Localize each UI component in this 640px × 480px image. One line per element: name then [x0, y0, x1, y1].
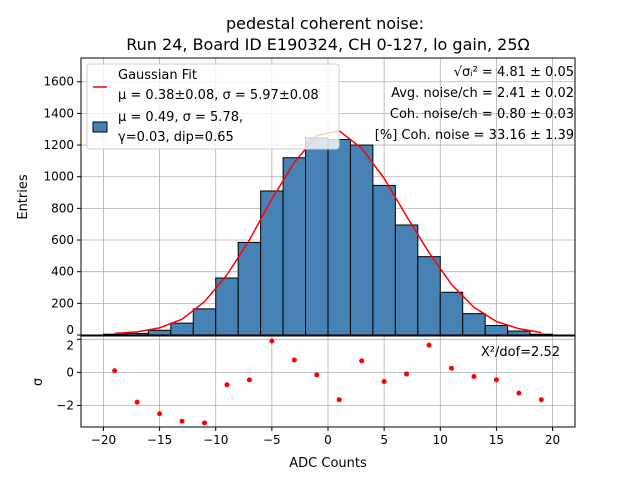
legend-hist-swatch	[92, 121, 108, 133]
residual-point	[246, 377, 252, 383]
histogram-bar	[327, 139, 351, 336]
residual-point	[157, 411, 163, 417]
y-tick-label: 1400	[43, 106, 74, 120]
x-tick-label: 10	[433, 433, 448, 447]
y-tick-label: −2	[56, 398, 74, 412]
histogram-bar	[462, 313, 486, 336]
histogram-bar	[237, 241, 262, 336]
y-tick-label: 400	[51, 265, 74, 279]
y-axis-label: Entries	[16, 174, 31, 220]
residual-point	[404, 371, 410, 377]
x-tick-label: −10	[203, 433, 228, 447]
residual-point	[538, 397, 544, 403]
chart-title: pedestal coherent noise:	[226, 14, 424, 33]
residual-point	[314, 372, 320, 378]
histogram-bar	[349, 144, 374, 336]
residual-point	[269, 338, 275, 344]
histogram-bar	[484, 325, 509, 336]
legend: Gaussian Fit μ = 0.38±0.08, σ = 5.97±0.0…	[86, 63, 340, 150]
chart-subtitle: Run 24, Board ID E190324, CH 0-127, lo g…	[126, 35, 529, 54]
chi2-annotation: X²/dof=2.52	[481, 345, 560, 360]
x-tick-label: 20	[545, 433, 560, 447]
legend-hist-params: μ = 0.49, σ = 5.78,	[118, 110, 243, 125]
x-tick-label: 5	[380, 433, 388, 447]
y-tick-label: 0	[66, 365, 74, 379]
histogram-bar	[417, 256, 441, 336]
y-tick-label: 800	[51, 201, 74, 215]
x-tick-label: −5	[263, 433, 281, 447]
residual-point	[202, 420, 207, 426]
histogram-bar	[192, 308, 217, 336]
histogram-bar	[282, 157, 307, 336]
histogram-bar	[439, 291, 464, 336]
histogram-bar	[394, 224, 419, 336]
legend-hist-params-2: γ=0.03, dip=0.65	[118, 130, 234, 145]
histogram-bar	[507, 330, 531, 336]
annotation-coh-noise: Coh. noise/ch = 0.80 ± 0.03	[390, 107, 574, 122]
histogram-bar	[215, 277, 239, 336]
histogram-bar	[147, 329, 172, 336]
residual-point	[336, 397, 342, 403]
residual-point	[493, 377, 499, 383]
histogram-bar	[305, 137, 329, 336]
histogram-bar	[372, 184, 396, 336]
x-tick-label: 15	[489, 433, 504, 447]
residual-point	[291, 357, 297, 363]
annotation-avg-noise: Avg. noise/ch = 2.41 ± 0.02	[391, 86, 574, 101]
x-tick-label: −15	[147, 433, 172, 447]
residual-point	[426, 342, 432, 348]
residual-point	[516, 390, 522, 396]
residual-point	[179, 418, 185, 424]
x-tick-label: −20	[91, 433, 116, 447]
y-tick-label: 2	[66, 338, 74, 352]
y-tick-label: 200	[51, 296, 74, 310]
annotation-sigma: √σᵢ² = 4.81 ± 0.05	[454, 65, 574, 80]
histogram-bar	[170, 322, 194, 336]
annotation-coh-percent: [%] Coh. noise = 33.16 ± 1.39	[375, 128, 574, 143]
y-tick-label: 0	[66, 323, 74, 337]
x-tick-label: 0	[324, 433, 332, 447]
residual-point	[471, 374, 477, 380]
residual-y-axis-label: σ	[31, 378, 46, 386]
y-tick-label: 600	[51, 233, 74, 247]
residual-point	[359, 358, 365, 364]
legend-fit-params: μ = 0.38±0.08, σ = 5.97±0.08	[118, 88, 319, 103]
main-axes-frame	[80, 57, 576, 336]
y-tick-label: 1600	[43, 75, 74, 89]
residual-point	[134, 399, 140, 405]
residual-point	[449, 365, 454, 371]
residual-point	[381, 379, 387, 384]
x-axis-label: ADC Counts	[289, 456, 367, 471]
legend-fit-label: Gaussian Fit	[118, 68, 197, 83]
y-tick-label: 1200	[43, 138, 74, 152]
y-tick-label: 1000	[43, 170, 74, 184]
stats-annotations: √σᵢ² = 4.81 ± 0.05 Avg. noise/ch = 2.41 …	[375, 65, 574, 143]
residual-point	[112, 368, 118, 374]
residual-axes-frame	[80, 335, 576, 428]
residual-point	[224, 382, 230, 388]
